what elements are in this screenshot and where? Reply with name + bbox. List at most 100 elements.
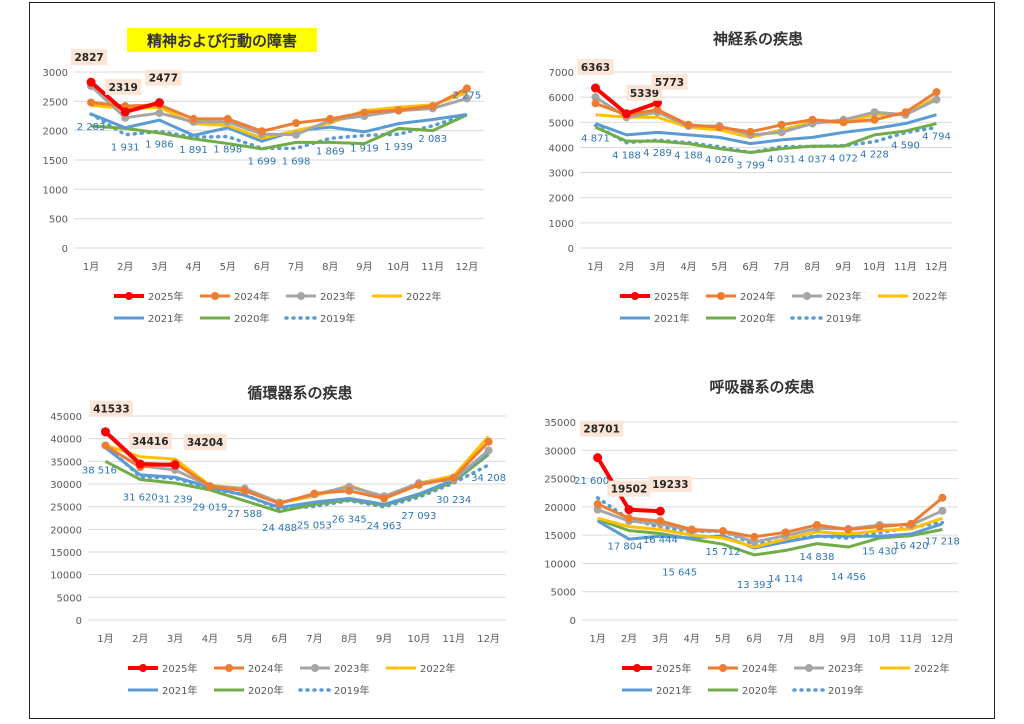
data-label-2019: 2 283 [77, 122, 106, 133]
series-point-2024 [360, 108, 369, 117]
x-tick-label: 5月 [711, 261, 727, 273]
legend-label-2021: 2021年 [656, 684, 691, 697]
data-label-2025: 5773 [655, 77, 684, 89]
x-tick-label: 11月 [421, 261, 444, 273]
series-point-2024 [839, 118, 848, 127]
data-label-2019: 27 093 [401, 511, 436, 522]
data-label-2019: 4 228 [860, 150, 889, 161]
x-tick-label: 4月 [683, 633, 699, 645]
y-tick-label: 30000 [544, 446, 576, 457]
series-point-2024 [462, 84, 471, 93]
series-point-2024 [326, 114, 335, 123]
series-point-2024 [719, 527, 727, 536]
x-tick-label: 2月 [618, 261, 634, 273]
series-point-2025 [86, 77, 96, 87]
data-label-2019: 16 444 [643, 535, 678, 546]
data-label-2025: 5339 [630, 88, 659, 100]
series-point-2024 [777, 120, 786, 129]
series-point-2024 [781, 528, 790, 537]
data-label-2019: 4 072 [829, 154, 858, 165]
data-label-2019: 2 275 [453, 91, 482, 102]
x-tick-label: 8月 [322, 261, 338, 273]
series-point-2023 [593, 505, 602, 514]
series-point-2024 [870, 115, 879, 124]
legend-label-2020: 2020年 [740, 312, 775, 325]
x-tick-label: 5月 [715, 633, 731, 645]
series-point-2024 [205, 482, 214, 491]
legend-label-2019: 2019年 [320, 312, 355, 325]
x-tick-label: 6月 [254, 261, 270, 273]
y-tick-label: 2000 [549, 194, 574, 205]
x-tick-label: 1月 [587, 261, 603, 273]
legend-label-2022: 2022年 [420, 662, 455, 675]
x-tick-label: 10月 [408, 633, 431, 645]
series-point-2024 [292, 119, 301, 128]
data-label-2019: 4 188 [612, 151, 641, 162]
series-line-2023 [594, 95, 938, 137]
data-label-2019: 13 393 [737, 580, 772, 591]
data-label-2019: 31 239 [158, 494, 193, 505]
x-tick-label: 3月 [167, 633, 183, 645]
data-label-box-2025 [607, 480, 651, 497]
series-point-2024 [87, 98, 96, 107]
x-tick-label: 3月 [151, 261, 167, 273]
legend-marker-2023 [297, 292, 305, 300]
x-tick-label: 12月 [925, 261, 948, 273]
data-label-2025: 19502 [611, 484, 648, 496]
x-tick-label: 5月 [237, 633, 253, 645]
series-point-2024 [591, 99, 600, 108]
data-label-2019: 27 588 [227, 509, 262, 520]
series-point-2024 [394, 106, 403, 115]
y-tick-label: 15000 [50, 548, 82, 559]
x-tick-label: 7月 [777, 633, 793, 645]
y-tick-label: 5000 [549, 118, 574, 129]
data-label-2019: 17 804 [608, 541, 643, 552]
chart-nervous-system: 神経系の疾患 0 1000 2000 3000 4000 5000 6000 7000 1月 2月 3… [549, 30, 952, 325]
x-tick-label: 1月 [83, 261, 99, 273]
x-tick-label: 3月 [652, 633, 668, 645]
x-tick-label: 2月 [117, 261, 133, 273]
series-point-2024 [715, 123, 724, 132]
data-label-2019: 4 794 [922, 131, 951, 142]
series-point-2023 [292, 130, 301, 139]
legend-label-2023: 2023年 [826, 290, 861, 303]
series-line-2020 [90, 113, 468, 151]
data-label-2019: 14 114 [768, 574, 803, 585]
data-label-2019: 2 083 [418, 134, 447, 145]
series-point-2023 [870, 108, 879, 117]
series-line-2024 [90, 87, 468, 133]
legend-label-2024: 2024年 [742, 662, 777, 675]
data-label-2019: 1 891 [179, 145, 208, 156]
chart-title: 循環器系の疾患 [247, 384, 352, 402]
data-label-2019: 4 188 [674, 151, 703, 162]
legend-label-2021: 2021年 [654, 312, 689, 325]
series-point-2025 [655, 506, 665, 516]
series-point-2024 [625, 514, 633, 523]
series-point-2024 [844, 525, 853, 534]
x-tick-label: 9月 [840, 633, 856, 645]
x-tick-label: 10月 [387, 261, 410, 273]
data-label-2025: 2477 [149, 73, 178, 85]
y-tick-label: 0 [62, 244, 68, 255]
series-point-2024 [907, 519, 915, 528]
chart-mental-disorders: 精神および行動の障害 0 500 1000 1500 2000 2500 3000 1月 2月 3月… [43, 28, 484, 325]
series-point-2024 [414, 480, 423, 489]
legend-label-2024: 2024年 [248, 662, 283, 675]
x-tick-label: 8月 [341, 633, 357, 645]
y-tick-label: 30000 [50, 480, 82, 491]
series-point-2024 [813, 520, 821, 529]
series-point-2024 [310, 489, 319, 498]
legend-label-2025: 2025年 [148, 290, 183, 303]
x-tick-label: 12月 [477, 633, 500, 645]
data-label-2019: 1 931 [111, 143, 140, 154]
series-point-2025 [100, 427, 110, 437]
data-label-2019: 3 799 [736, 160, 765, 171]
x-tick-label: 12月 [931, 633, 954, 645]
data-label-2025: 6363 [581, 62, 610, 74]
legend-label-2020: 2020年 [234, 312, 269, 325]
series-point-2025 [170, 460, 180, 470]
series-point-2023 [155, 109, 164, 118]
series-point-2024 [345, 486, 354, 495]
data-label-2019: 1 869 [316, 146, 345, 157]
legend-label-2022: 2022年 [406, 290, 441, 303]
